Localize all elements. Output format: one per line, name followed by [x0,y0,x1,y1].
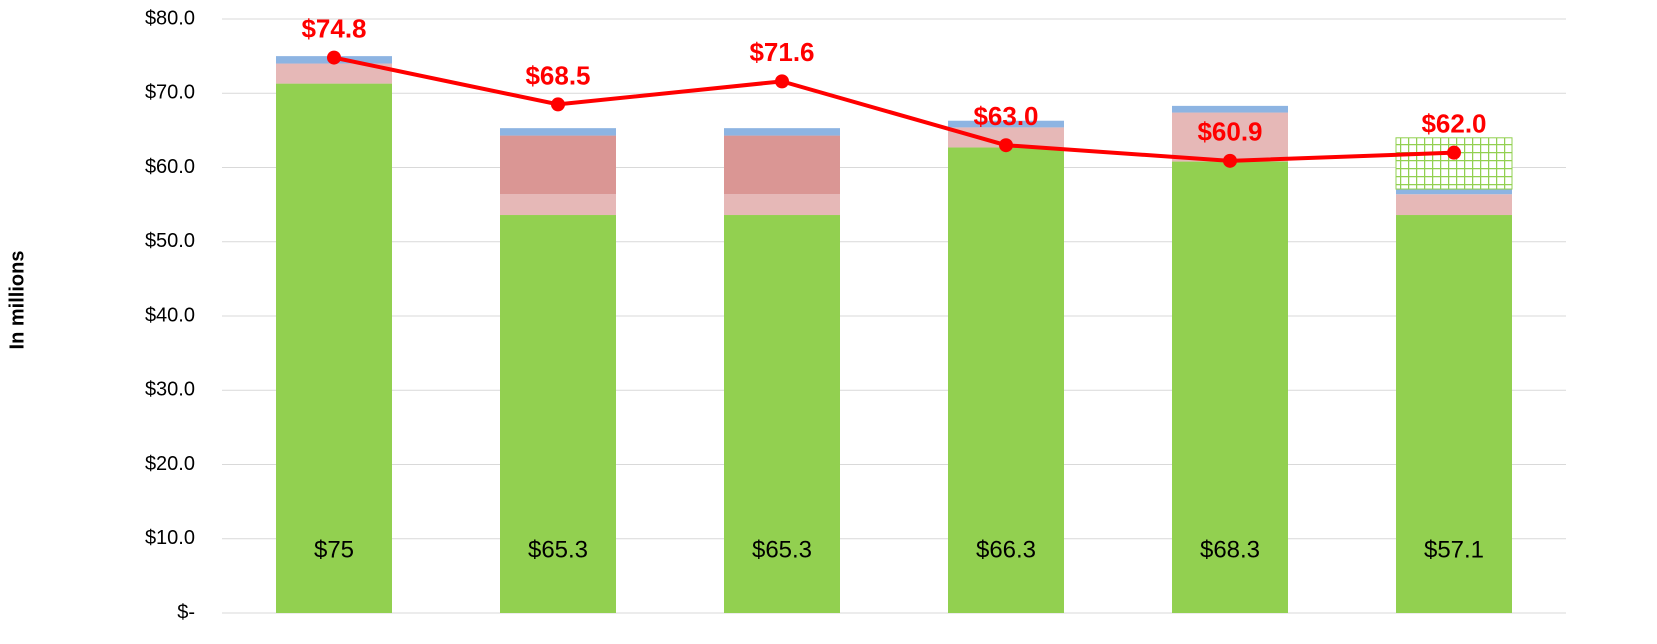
line-value-label: $60.9 [1197,117,1262,147]
bar-segment [1395,137,1513,190]
y-tick-label: $- [177,601,195,623]
line [333,55,1455,163]
bar-segment [1172,112,1288,162]
line-point [775,74,789,89]
y-tick-label: $60.0 [145,156,195,178]
bar-total-label: $65.3 [752,536,812,563]
bar-segment [500,194,616,216]
bar-segment [500,128,616,136]
bar-total-label: $66.3 [976,536,1036,563]
bar-segment [1396,215,1512,613]
line-value-label: $74.8 [301,13,366,43]
bar-segment [1396,194,1512,216]
y-tick-label: $20.0 [145,453,195,475]
y-tick-label: $70.0 [145,82,195,104]
bar-segment [1396,189,1512,195]
line-point [551,97,565,112]
bar-total-label: $68.3 [1200,536,1260,563]
bar-segment [724,194,840,216]
line-point [1223,153,1237,168]
y-tick-label: $80.0 [145,7,195,29]
bar-total-label: $57.1 [1424,536,1484,563]
y-tick-label: $10.0 [145,527,195,549]
bar-total-label: $75 [314,536,354,563]
bar-segment [724,135,840,195]
line-point [999,138,1013,153]
y-tick-label: $30.0 [145,379,195,401]
line-value-label: $62.0 [1421,109,1486,139]
bar-segment [724,215,840,613]
line-value-label: $63.0 [973,101,1038,131]
bar-segment [500,215,616,613]
y-tick-label: $50.0 [145,230,195,252]
bar-segment [948,127,1064,148]
line-point [1447,145,1461,160]
bar-total-label: $65.3 [528,536,588,563]
line-value-label: $68.5 [525,60,590,90]
line-value-label: $71.6 [749,37,814,67]
bar-segment [948,120,1064,128]
y-axis-title: In millions [6,251,28,350]
bar-segment [948,147,1064,613]
bar-segment [276,83,392,613]
bar-segment [1172,105,1288,113]
bar-segment [500,135,616,195]
y-tick-label: $40.0 [145,304,195,326]
bar-segment [1172,161,1288,613]
bar-segment [724,128,840,136]
line-point [327,50,341,65]
bar-segment [276,63,392,84]
